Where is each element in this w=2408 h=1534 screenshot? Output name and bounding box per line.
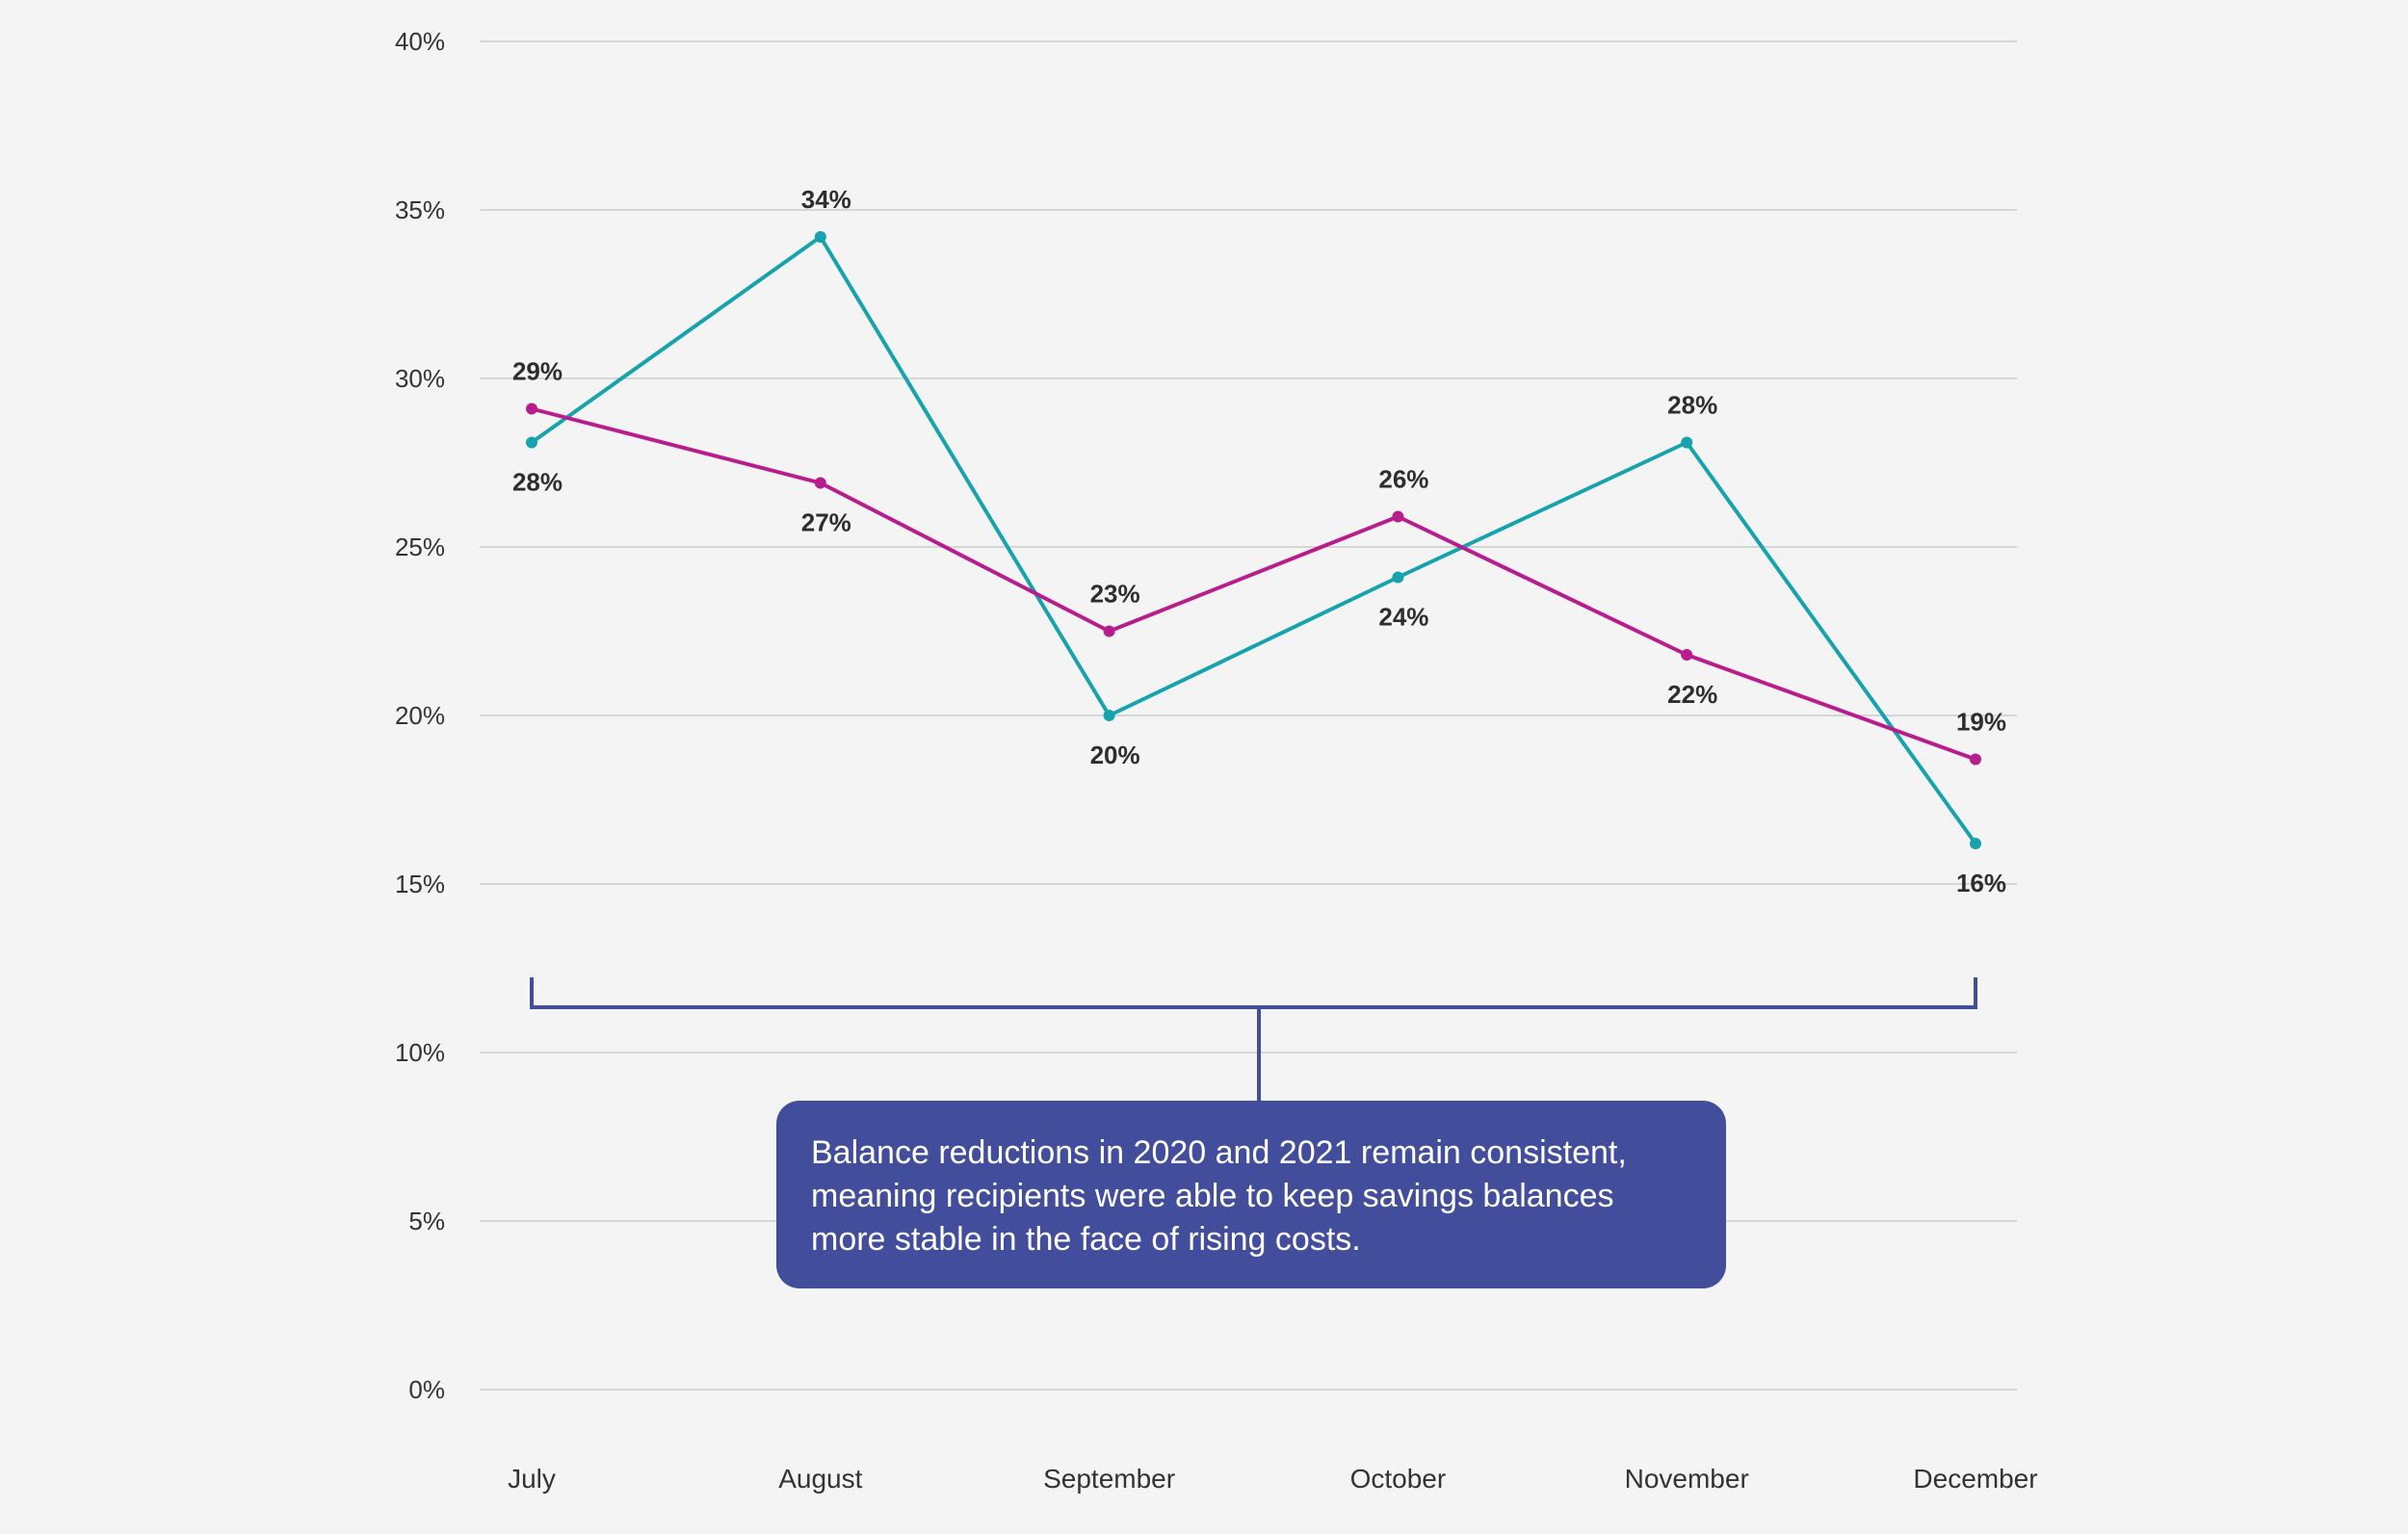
data-point [1970, 753, 1981, 766]
gridlines [480, 40, 2017, 1391]
series-line-teal [530, 235, 1977, 845]
data-point [1681, 649, 1693, 661]
data-point [526, 436, 537, 449]
data-label: 20% [1090, 741, 1140, 769]
y-tick-label: 40% [395, 27, 445, 56]
series-line-magenta [531, 406, 1976, 762]
x-tick-label: October [1350, 1464, 1447, 1494]
annotation-bracket [530, 977, 1977, 1101]
data-label: 24% [1378, 603, 1428, 632]
data-labels: 28% 34% 20% 24% 28% 16% 29% 27% 23% 26% 22% 19% [512, 185, 2006, 897]
data-point [814, 477, 826, 489]
y-tick-label: 0% [408, 1375, 445, 1404]
y-tick-label: 10% [395, 1038, 445, 1067]
y-tick-label: 15% [395, 870, 445, 898]
y-axis-tick-labels: 0% 5% 10% 15% 20% 25% 30% 35% 40% [395, 27, 445, 1404]
data-label: 28% [512, 468, 563, 497]
annotation-callout: Balance reductions in 2020 and 2021 rema… [776, 1101, 1726, 1288]
data-label: 26% [1378, 465, 1428, 494]
data-label: 29% [512, 357, 563, 386]
data-point [1103, 625, 1115, 637]
annotation-text: Balance reductions in 2020 and 2021 rema… [811, 1134, 1627, 1258]
data-label: 27% [801, 508, 851, 537]
x-tick-label: August [778, 1464, 862, 1494]
data-label: 22% [1667, 680, 1717, 709]
x-tick-label: December [1913, 1464, 2037, 1494]
data-point [1392, 510, 1404, 523]
x-tick-label: November [1625, 1464, 1749, 1494]
x-tick-label: July [508, 1464, 556, 1494]
data-label: 16% [1956, 869, 2006, 897]
x-axis-tick-labels: July August September October November Decemb… [508, 1464, 2037, 1494]
data-point [1970, 838, 1981, 849]
data-label: 19% [1956, 708, 2006, 737]
data-point [1681, 436, 1693, 449]
data-point [526, 403, 537, 415]
data-point [1103, 710, 1115, 721]
bracket-line [530, 977, 1977, 1009]
y-tick-label: 25% [395, 533, 445, 561]
y-tick-label: 30% [395, 364, 445, 393]
x-tick-label: September [1043, 1464, 1175, 1494]
series-lines [526, 231, 1981, 849]
y-tick-label: 5% [408, 1207, 445, 1235]
data-label: 34% [801, 185, 851, 214]
y-tick-label: 35% [395, 195, 445, 224]
data-label: 23% [1090, 580, 1140, 609]
data-point [1392, 571, 1404, 584]
data-point [814, 231, 826, 243]
y-tick-label: 20% [395, 701, 445, 730]
data-label: 28% [1667, 391, 1717, 420]
